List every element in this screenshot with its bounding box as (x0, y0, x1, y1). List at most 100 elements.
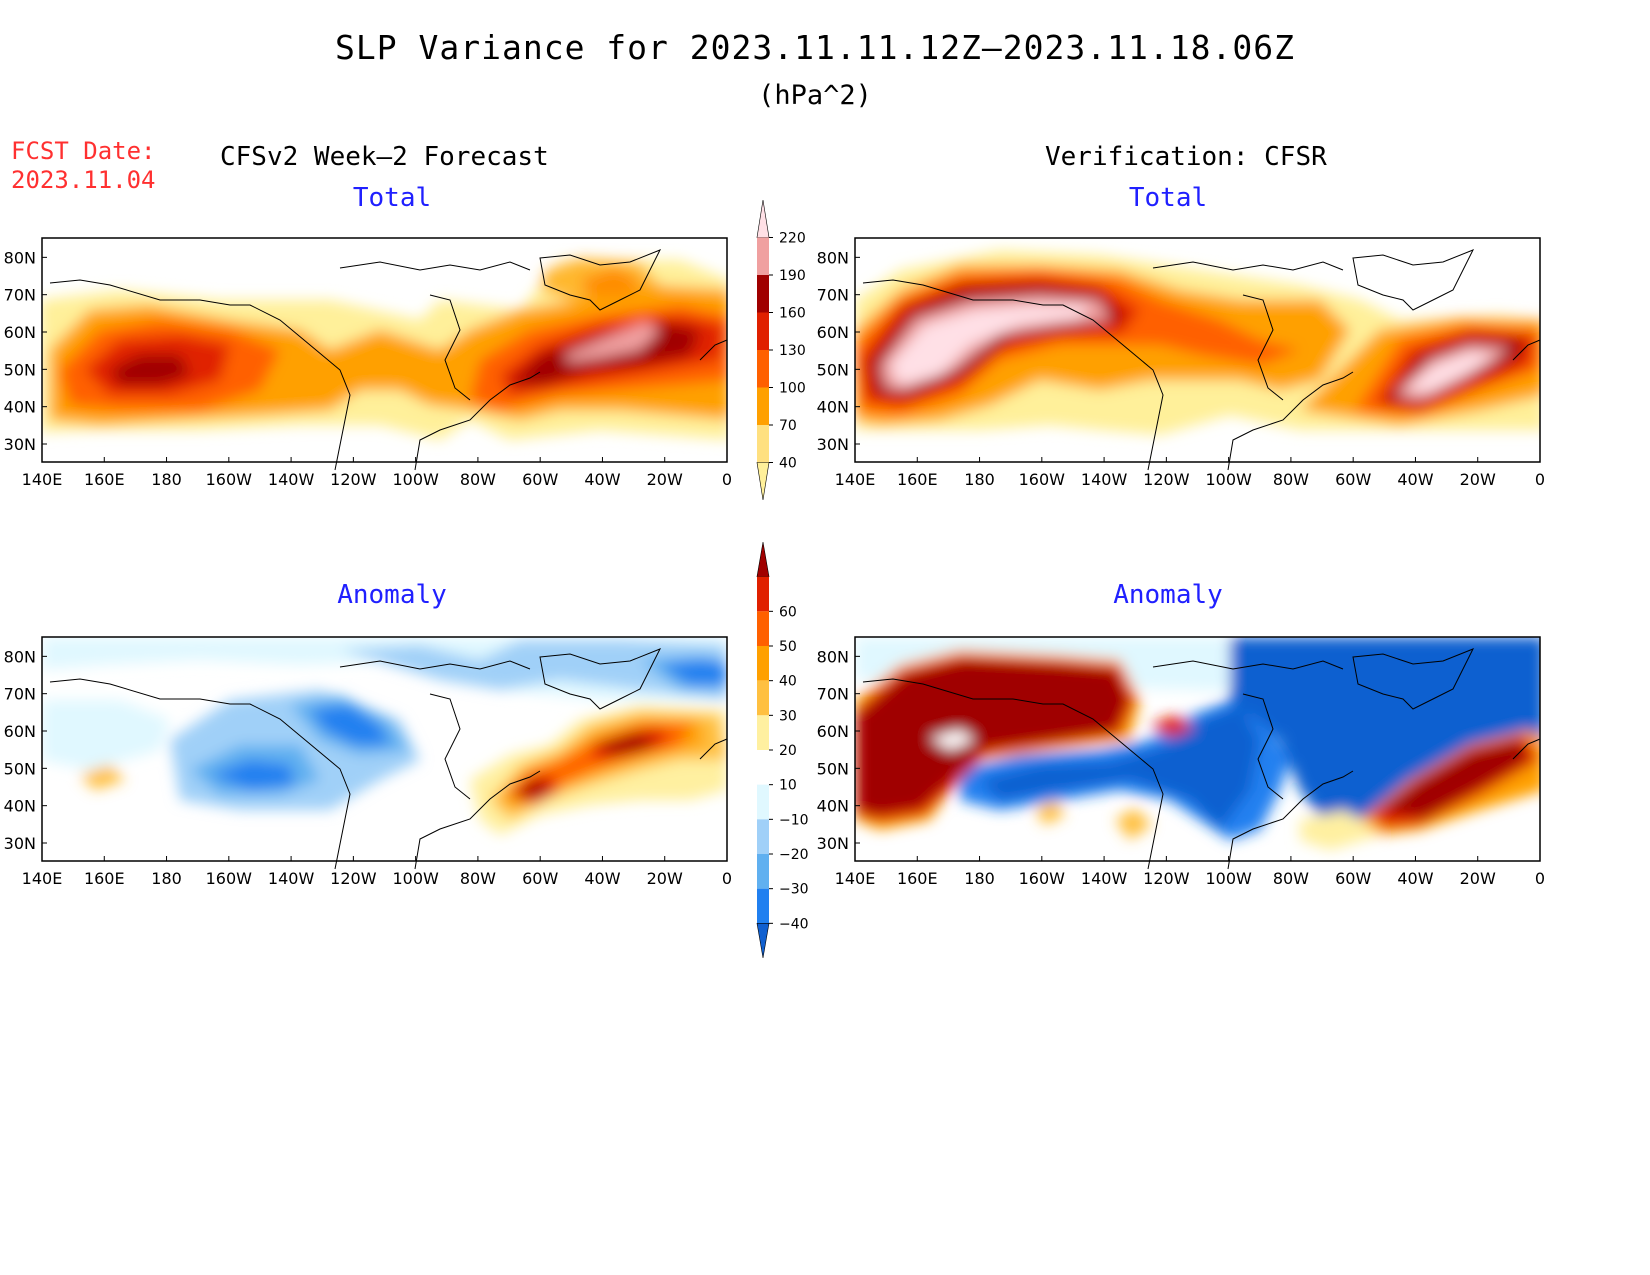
lon-tick-label: 140E (835, 869, 876, 888)
lon-tick-label: 40W (584, 470, 620, 489)
coastline (414, 770, 541, 870)
colorbar-swatch (757, 854, 769, 889)
lat-tick-label: 70N (817, 286, 849, 305)
coastline (339, 261, 531, 271)
lat-tick-label: 70N (817, 685, 849, 704)
lat-tick-label: 80N (4, 647, 36, 666)
forecast-total-map (42, 238, 727, 462)
left-column-title: CFSv2 Week–2 Forecast (220, 142, 549, 172)
lon-tick-label: 160W (1019, 470, 1066, 489)
lon-tick-label: 60W (522, 869, 558, 888)
coastline (539, 249, 662, 311)
coastline (1227, 770, 1354, 870)
colorbar-bottom-arrow (756, 923, 770, 959)
lon-tick-label: 60W (1335, 470, 1371, 489)
colorbar-swatch (757, 750, 769, 785)
colorbar-label: 40 (779, 674, 797, 690)
lon-tick-label: 100W (392, 869, 439, 888)
lon-tick-label: 160E (897, 869, 938, 888)
lat-tick-label: 40N (4, 797, 36, 816)
forecast-date: 2023.11.04 (11, 166, 156, 194)
lon-tick-label: 120W (330, 869, 377, 888)
lat-tick-label: 60N (817, 722, 849, 741)
colorbar-label: 160 (779, 306, 806, 322)
colorbar-label: −30 (779, 882, 809, 898)
top-right-panel-title: Total (1128, 183, 1208, 213)
colorbar-swatch (757, 646, 769, 681)
coastline (862, 678, 1164, 870)
lat-tick-label: 50N (4, 360, 36, 379)
lon-tick-label: 180 (964, 470, 995, 489)
colorbar-label: 130 (779, 343, 806, 359)
coastline (49, 678, 351, 870)
lon-tick-label: 0 (722, 869, 732, 888)
axes: 80N 70N 60N 50N 40N 30N 140E 160E 180 160W 140W 120… (4, 248, 1545, 888)
colorbar-swatch (757, 784, 769, 820)
lon-tick-label: 140W (1081, 869, 1128, 888)
bottom-right-frame (854, 636, 1541, 862)
lon-tick-label: 140E (22, 869, 63, 888)
colorbar-swatch (757, 611, 769, 646)
bottom-left-panel-title: Anomaly (337, 580, 447, 610)
lon-tick-label: 40W (584, 869, 620, 888)
forecast-anomaly-map (42, 637, 727, 861)
colorbar-label: 30 (779, 708, 797, 724)
coastline (1242, 294, 1284, 401)
main-title: SLP Variance for 2023.11.11.12Z–2023.11.… (335, 28, 1295, 67)
lon-tick-label: 100W (1205, 470, 1252, 489)
lat-tick-label: 40N (4, 398, 36, 417)
lat-tick-label: 60N (4, 323, 36, 342)
colorbar-label: 60 (779, 604, 797, 620)
colorbar-top-arrow (756, 541, 770, 577)
lon-tick-label: 20W (647, 869, 683, 888)
coastline (1152, 660, 1344, 670)
lon-tick-label: 60W (1335, 869, 1371, 888)
colorbar-swatch (757, 576, 769, 612)
coastline (1512, 738, 1541, 760)
lon-tick-label: 140W (1081, 470, 1128, 489)
colorbar-label: 70 (779, 418, 797, 434)
colorbar-label: −20 (779, 847, 809, 863)
lon-tick-label: 140W (268, 869, 315, 888)
colorbar-swatch (757, 387, 769, 425)
lat-tick-label: 40N (817, 398, 849, 417)
colorbar-swatch (757, 715, 769, 750)
lon-tick-label: 140E (22, 470, 63, 489)
colorbar-bottom-arrow (756, 462, 770, 501)
colorbar-label: 50 (779, 639, 797, 655)
colorbar-swatch (757, 819, 769, 854)
lat-tick-label: 50N (817, 360, 849, 379)
lon-tick-label: 140E (835, 470, 876, 489)
lon-tick-label: 180 (151, 470, 182, 489)
lat-tick-label: 30N (4, 834, 36, 853)
lon-tick-label: 80W (460, 869, 496, 888)
anomaly-colorbar: −40 −30 −20 −10 10 20 30 40 50 60 (756, 541, 809, 959)
coastline (414, 371, 541, 471)
lat-tick-label: 40N (817, 797, 849, 816)
colorbar-label: 220 (779, 231, 806, 247)
lon-tick-label: 20W (1460, 869, 1496, 888)
coastline (1512, 339, 1541, 361)
lat-tick-label: 30N (4, 435, 36, 454)
lon-tick-label: 120W (1143, 869, 1190, 888)
colorbar-label: −40 (779, 916, 809, 932)
lon-tick-label: 120W (1143, 470, 1190, 489)
colorbar-swatch (757, 888, 769, 924)
lon-tick-label: 0 (722, 470, 732, 489)
colorbar-label: 40 (779, 456, 797, 472)
lon-tick-label: 120W (330, 470, 377, 489)
lat-tick-label: 30N (817, 435, 849, 454)
coastline-group (862, 249, 1541, 471)
lon-tick-label: 80W (1273, 470, 1309, 489)
lon-tick-label: 80W (460, 470, 496, 489)
colorbar-top-arrow (756, 199, 770, 238)
right-column-title: Verification: CFSR (1045, 142, 1327, 172)
lat-tick-label: 80N (817, 647, 849, 666)
top-left-frame (41, 237, 728, 463)
colorbar-swatch (757, 275, 769, 313)
lon-tick-label: 180 (964, 869, 995, 888)
colorbar-swatch (757, 680, 769, 716)
coastline (1227, 371, 1354, 471)
top-right-frame (854, 237, 1541, 463)
